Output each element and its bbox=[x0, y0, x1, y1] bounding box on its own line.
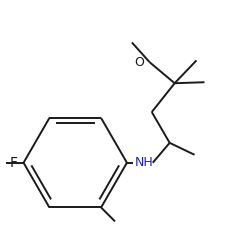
Text: F: F bbox=[10, 156, 17, 170]
Text: O: O bbox=[133, 56, 143, 69]
Text: NH: NH bbox=[134, 156, 153, 169]
